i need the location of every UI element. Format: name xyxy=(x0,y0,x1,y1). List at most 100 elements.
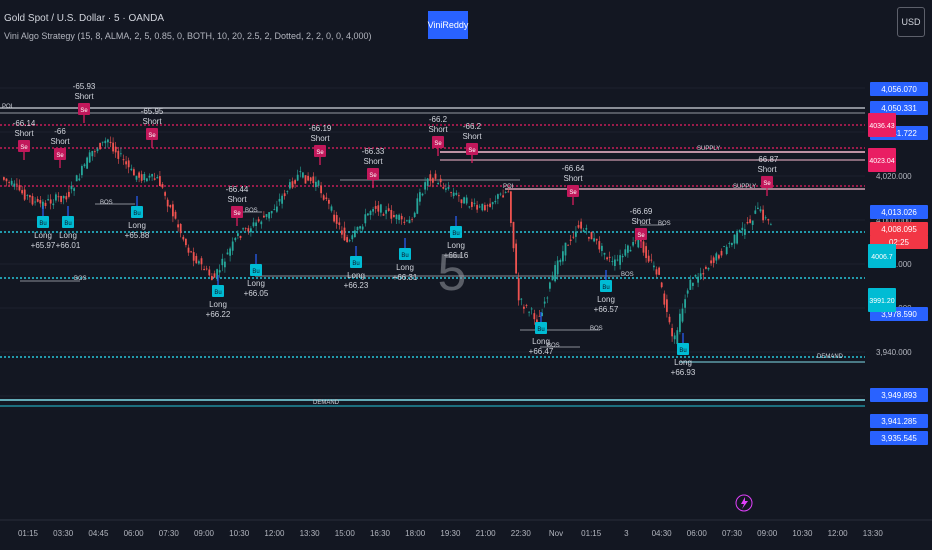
candle-body xyxy=(647,255,650,262)
candle-body xyxy=(382,214,385,216)
candle-body xyxy=(49,199,52,204)
candle-body xyxy=(567,244,569,246)
candle-body xyxy=(86,157,88,169)
zone-label: POI xyxy=(2,104,13,110)
candle-body xyxy=(481,203,484,211)
time-tick-label: 13:30 xyxy=(300,529,321,538)
price-tag xyxy=(870,431,928,445)
candle-body xyxy=(538,315,541,317)
candle-body xyxy=(400,215,403,220)
time-tick-label: 13:30 xyxy=(863,529,884,538)
candle-body xyxy=(315,181,317,187)
candle-body xyxy=(91,150,94,157)
candle-body xyxy=(728,243,731,245)
candle-body xyxy=(681,308,684,322)
price-tag-text: 3,941.285 xyxy=(881,417,917,426)
buy-signal-box xyxy=(212,285,224,297)
time-tick-label: Nov xyxy=(549,529,563,538)
symbol-title[interactable]: Gold Spot / U.S. Dollar · 5 · OANDA xyxy=(4,13,165,24)
candle-body xyxy=(575,231,577,237)
candle-body xyxy=(250,228,252,233)
candle-body xyxy=(60,195,62,202)
candle-body xyxy=(57,196,60,198)
sell-signal-box xyxy=(146,128,158,140)
sell-signal-box-text: Se xyxy=(56,153,64,159)
candle-body xyxy=(413,212,416,218)
candle-body xyxy=(517,278,520,301)
candle-body xyxy=(73,188,75,191)
candle-body xyxy=(299,171,302,173)
candle-body xyxy=(224,261,226,268)
candle-body xyxy=(767,219,770,221)
time-tick-label: 04:30 xyxy=(652,529,673,538)
candle-body xyxy=(273,209,276,210)
candle-body xyxy=(21,190,23,194)
zone-label: DEMAND xyxy=(817,354,844,360)
candle-body xyxy=(187,247,190,253)
candle-body xyxy=(707,267,710,270)
candle-body xyxy=(159,176,161,187)
candle-body xyxy=(140,174,143,181)
candle-body xyxy=(476,204,478,210)
candle-body xyxy=(530,308,533,310)
candle-body xyxy=(341,230,343,235)
candle-body xyxy=(580,221,582,229)
candle-body xyxy=(627,245,629,253)
price-tag xyxy=(870,388,928,402)
candle-body xyxy=(218,270,221,273)
sell-signal-box xyxy=(635,228,647,240)
buy-signal-box xyxy=(600,280,612,292)
candle-body xyxy=(296,174,299,181)
candle-body xyxy=(393,214,395,218)
candle-body xyxy=(252,222,255,227)
candle-body xyxy=(70,185,73,190)
price-tag-text: 3,949.893 xyxy=(881,391,917,400)
candle-body xyxy=(426,178,429,186)
buy-signal-box xyxy=(535,322,547,334)
candle-body xyxy=(585,228,588,230)
candle-body xyxy=(733,234,736,244)
indicator-legend[interactable]: Vini Algo Strategy (15, 8, ALMA, 2, 5, 0… xyxy=(4,31,372,41)
candle-body xyxy=(36,198,39,202)
candle-body xyxy=(135,175,138,180)
currency-button[interactable]: USD xyxy=(897,7,925,37)
candle-body xyxy=(289,182,291,189)
sell-signal-label: Short xyxy=(50,137,70,146)
sell-signal-label: Short xyxy=(428,125,448,134)
sell-signal-box-text: Se xyxy=(434,141,442,147)
candle-body xyxy=(68,191,70,197)
zone-label: POI xyxy=(503,184,514,190)
zone-label: SUPPLY xyxy=(733,184,756,190)
time-tick-label: 06:00 xyxy=(124,529,145,538)
candle-body xyxy=(689,279,692,290)
buy-signal-box-text: Bu xyxy=(401,253,408,259)
level-box-text: 4023.04 xyxy=(869,158,894,165)
buy-signal-value: +66.23 xyxy=(344,281,369,290)
candle-body xyxy=(96,148,99,152)
candle-body xyxy=(463,197,465,204)
candle-body xyxy=(317,180,320,186)
sell-signal-value: -65.95 xyxy=(141,107,164,116)
lightning-icon[interactable] xyxy=(735,494,753,512)
candle-body xyxy=(637,237,640,248)
candle-body xyxy=(244,227,247,229)
level-box-text: 4036.43 xyxy=(869,123,894,130)
countdown-number: 5 xyxy=(438,244,467,302)
candle-body xyxy=(198,261,200,264)
candle-body xyxy=(148,175,151,178)
candle-body xyxy=(520,298,523,300)
candle-body xyxy=(673,335,676,340)
candle-body xyxy=(541,312,543,316)
brand-button[interactable]: ViniReddy xyxy=(428,11,468,39)
candle-body xyxy=(455,192,458,195)
candle-body xyxy=(556,260,559,275)
candle-body xyxy=(276,206,278,212)
price-tick-label: 4,000.000 xyxy=(876,216,912,225)
candle-body xyxy=(590,232,593,240)
candle-body xyxy=(283,193,286,197)
candle-body xyxy=(5,178,8,182)
buy-signal-value: +66.01 xyxy=(56,241,81,250)
candle-body xyxy=(192,252,195,261)
candle-body xyxy=(361,226,364,230)
